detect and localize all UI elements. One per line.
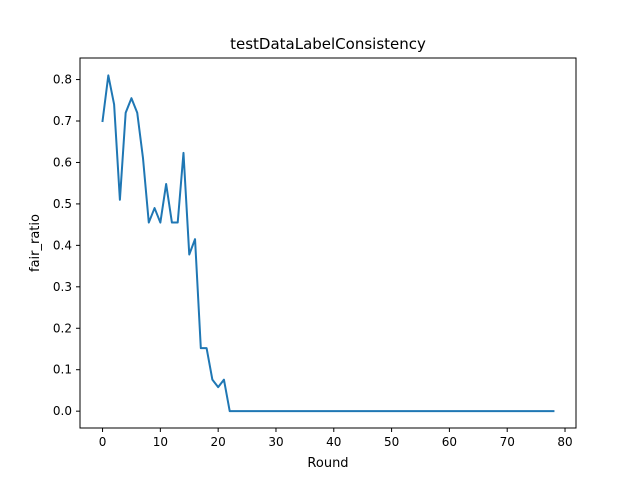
- x-tick-label: 0: [99, 435, 107, 449]
- x-axis-label: Round: [307, 456, 348, 471]
- series-line: [101, 74, 555, 413]
- y-tick-label: 0.7: [53, 114, 72, 128]
- x-tick-label: 50: [384, 435, 399, 449]
- x-tick-label: 70: [500, 435, 515, 449]
- plot-area: [80, 58, 576, 428]
- x-tick-label: 10: [153, 435, 168, 449]
- y-tick-label: 0.4: [53, 238, 72, 252]
- y-tick-label: 0.6: [53, 155, 72, 169]
- chart-title: testDataLabelConsistency: [230, 35, 426, 53]
- plot-frame: [79, 57, 577, 429]
- y-tick-label: 0.0: [53, 404, 72, 418]
- y-axis-label: fair_ratio: [28, 214, 43, 272]
- y-tick-label: 0.3: [53, 280, 72, 294]
- y-tick-label: 0.5: [53, 197, 72, 211]
- y-tick-label: 0.8: [53, 73, 72, 87]
- x-tick-label: 40: [326, 435, 341, 449]
- series-layer: [101, 74, 555, 413]
- ticks-layer: 0 10 20 30 40 50 60 70 80 0.0 0.1 0.2 0.3 0.4 0.5 0.6 0.…: [53, 73, 573, 449]
- x-tick-label: 20: [211, 435, 226, 449]
- x-tick-label: 30: [268, 435, 283, 449]
- x-tick-label: 60: [442, 435, 457, 449]
- y-tick-label: 0.1: [53, 363, 72, 377]
- y-tick-label: 0.2: [53, 321, 72, 335]
- x-tick-label: 80: [557, 435, 572, 449]
